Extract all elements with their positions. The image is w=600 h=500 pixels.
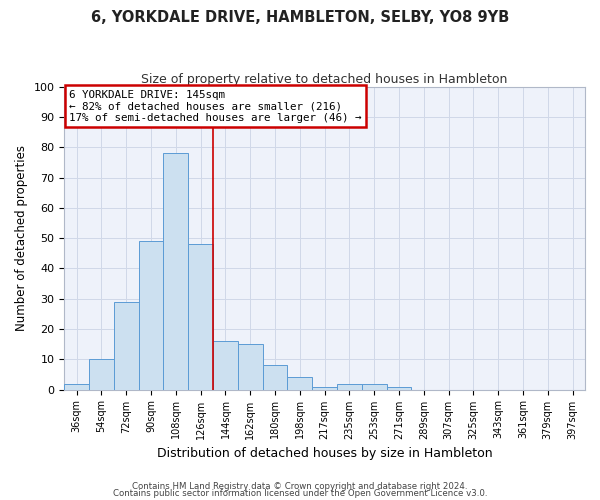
Text: Contains HM Land Registry data © Crown copyright and database right 2024.: Contains HM Land Registry data © Crown c… [132, 482, 468, 491]
Text: 6, YORKDALE DRIVE, HAMBLETON, SELBY, YO8 9YB: 6, YORKDALE DRIVE, HAMBLETON, SELBY, YO8… [91, 10, 509, 25]
Bar [188, 244, 213, 390]
Text: Contains public sector information licensed under the Open Government Licence v3: Contains public sector information licen… [113, 489, 487, 498]
Bar [114, 302, 139, 390]
Bar [263, 366, 287, 390]
Bar [287, 378, 312, 390]
Bar [139, 241, 163, 390]
Bar [213, 341, 238, 390]
Bar [238, 344, 263, 390]
X-axis label: Distribution of detached houses by size in Hambleton: Distribution of detached houses by size … [157, 447, 493, 460]
Bar [64, 384, 89, 390]
Text: 6 YORKDALE DRIVE: 145sqm
← 82% of detached houses are smaller (216)
17% of semi-: 6 YORKDALE DRIVE: 145sqm ← 82% of detach… [70, 90, 362, 123]
Bar [89, 360, 114, 390]
Bar [337, 384, 362, 390]
Y-axis label: Number of detached properties: Number of detached properties [15, 145, 28, 331]
Bar [312, 386, 337, 390]
Title: Size of property relative to detached houses in Hambleton: Size of property relative to detached ho… [142, 72, 508, 86]
Bar [386, 386, 412, 390]
Bar [163, 154, 188, 390]
Bar [362, 384, 386, 390]
